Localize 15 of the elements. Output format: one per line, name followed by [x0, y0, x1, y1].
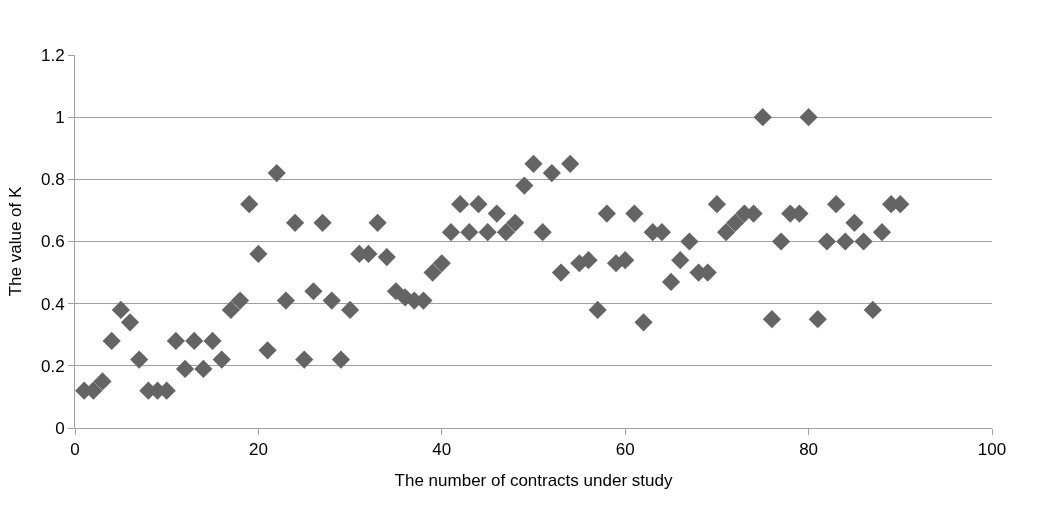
y-axis-title: The value of K: [5, 186, 25, 297]
x-tick-label: 60: [615, 440, 635, 460]
x-tick-label: 80: [799, 440, 819, 460]
y-tick-label: 1: [55, 108, 65, 128]
y-tick-label: 1.2: [40, 45, 65, 65]
y-tick-label: 0.8: [40, 170, 65, 190]
x-axis-title: The number of contracts under study: [394, 470, 673, 490]
x-tick-label: 100: [977, 440, 1007, 460]
y-tick-label: 0.4: [40, 294, 65, 314]
x-tick-label: 20: [248, 440, 268, 460]
y-tick-label: 0.2: [40, 356, 65, 376]
x-tick-label: 40: [432, 440, 452, 460]
x-tick-label: 0: [70, 440, 80, 460]
y-tick-label: 0: [55, 418, 65, 438]
y-tick-label: 0.6: [40, 232, 65, 252]
